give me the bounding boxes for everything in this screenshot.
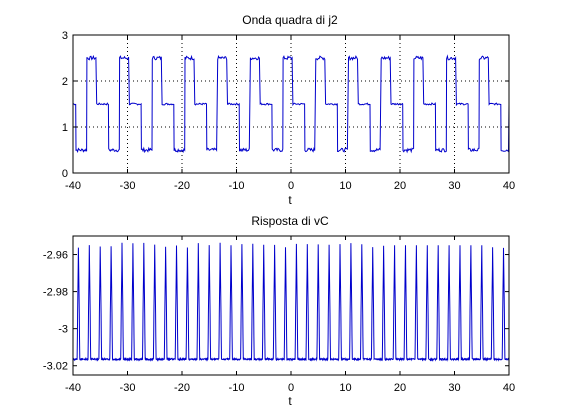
chart-top-xlabel: t: [288, 193, 292, 207]
chart-top: Onda quadra di j2 -40 -30 -20 -10 0 10 20 30 40 …: [62, 13, 515, 207]
chart-bottom-title: Risposta di vC: [251, 214, 329, 228]
x-tick-label: -40: [65, 180, 81, 192]
y-tick-label: 1: [62, 122, 68, 134]
chart-bottom-plot-area: [73, 236, 509, 375]
x-tick-label: -20: [174, 180, 190, 192]
chart-top-y-axis: 0 1 2 3: [62, 30, 509, 180]
x-tick-label: -10: [229, 382, 245, 394]
y-tick-label: 0: [62, 168, 68, 180]
y-tick-label: -2.96: [43, 250, 68, 262]
y-tick-label: 3: [62, 30, 68, 42]
x-tick-label: 30: [448, 180, 460, 192]
x-tick-label: 0: [288, 382, 294, 394]
x-tick-label: -30: [120, 180, 136, 192]
x-tick-label: 20: [394, 382, 406, 394]
y-tick-label: -3.02: [43, 361, 68, 373]
x-tick-label: 10: [339, 382, 351, 394]
chart-bottom: Risposta di vC -40 -30 -20 -10 0 10 20 30 40 -2.…: [43, 214, 515, 408]
chart-bottom-y-axis: -2.96 -2.98 -3 -3.02: [43, 250, 509, 373]
y-tick-label: -3: [58, 324, 68, 336]
y-tick-label: -2.98: [43, 287, 68, 299]
y-tick-label: 2: [62, 76, 68, 88]
chart-bottom-series-line: [72, 242, 510, 362]
x-tick-label: 10: [339, 180, 351, 192]
x-tick-label: -10: [229, 180, 245, 192]
chart-bottom-x-axis: -40 -30 -20 -10 0 10 20 30 40: [65, 236, 515, 394]
x-tick-label: 40: [503, 180, 515, 192]
x-tick-label: 40: [503, 382, 515, 394]
chart-top-title: Onda quadra di j2: [242, 13, 338, 27]
chart-top-x-axis: -40 -30 -20 -10 0 10 20 30 40: [65, 35, 515, 192]
x-tick-label: 0: [288, 180, 294, 192]
x-tick-label: -40: [65, 382, 81, 394]
chart-top-series-line: [72, 54, 510, 154]
x-tick-label: 20: [394, 180, 406, 192]
chart-bottom-xlabel: t: [288, 394, 292, 408]
x-tick-label: -30: [120, 382, 136, 394]
x-tick-label: 30: [448, 382, 460, 394]
x-tick-label: -20: [174, 382, 190, 394]
